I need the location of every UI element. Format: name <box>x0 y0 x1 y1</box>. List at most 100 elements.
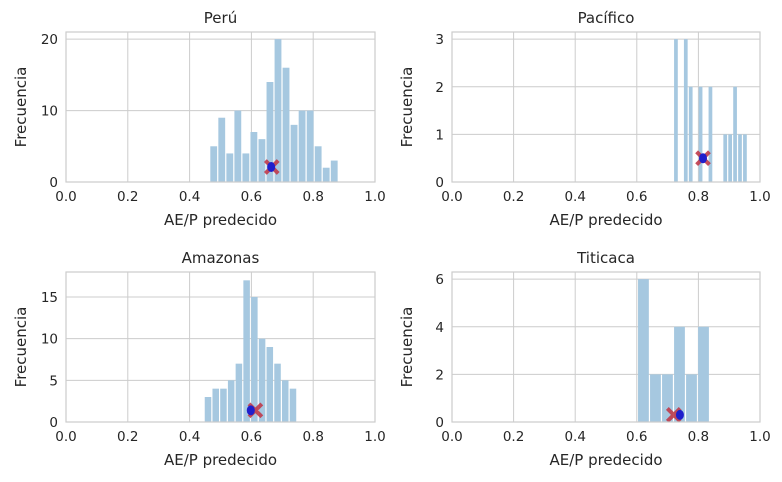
histogram-bar <box>281 380 289 422</box>
histogram-bar <box>220 388 227 422</box>
x-axis-label: AE/P predecido <box>164 211 277 229</box>
histogram-bar <box>662 374 673 422</box>
mean-marker-dot <box>246 405 255 416</box>
histogram-bar <box>250 132 258 182</box>
y-tick-label: 0 <box>435 415 444 431</box>
histogram-bar <box>266 82 274 182</box>
axes-frame <box>451 31 761 183</box>
x-tick-label: 1.0 <box>749 429 770 445</box>
y-tick-label: 0 <box>49 175 58 191</box>
y-tick-label: 3 <box>435 32 444 48</box>
y-axis-label: Frecuencia <box>12 67 30 148</box>
axes-frame <box>451 271 761 423</box>
y-tick-label: 2 <box>435 80 444 96</box>
histogram-bar <box>322 167 330 182</box>
x-tick-label: 0.4 <box>564 429 585 445</box>
histogram-bar <box>674 326 685 422</box>
histogram-bar <box>688 86 693 182</box>
y-tick-label: 10 <box>41 104 58 120</box>
histogram-bar <box>708 86 713 182</box>
histogram-bar <box>266 347 274 422</box>
histogram-bar <box>212 388 219 422</box>
mean-marker-dot <box>675 409 684 420</box>
histogram-bar <box>235 363 243 422</box>
histogram-bar <box>698 326 709 422</box>
y-tick-label: 6 <box>435 272 444 288</box>
mean-marker-dot <box>699 153 708 164</box>
x-tick-label: 0.2 <box>117 189 138 205</box>
chart-panel-1: 0.0 0.2 0.4 0.6 0.8 1.0 0 10 20 Perú AE/P predecid… <box>12 9 386 229</box>
x-tick-label: 0.0 <box>55 429 76 445</box>
chart-panel-3: 0.0 0.2 0.4 0.6 0.8 1.0 0 5 10 15 Amazonas AE/P pre… <box>12 249 386 469</box>
x-tick-label: 0.6 <box>241 429 262 445</box>
histogram-bar <box>234 110 242 182</box>
histogram-bar <box>258 139 266 182</box>
chart-panel-2: 0.0 0.2 0.4 0.6 0.8 1.0 0 1 2 3 Pacífico AE/P prede… <box>398 9 771 229</box>
x-tick-label: 1.0 <box>364 189 385 205</box>
histogram-bar <box>638 279 649 422</box>
y-tick-label: 2 <box>435 367 444 383</box>
histogram-bar <box>274 363 281 422</box>
x-tick-label: 0.2 <box>503 189 524 205</box>
y-tick-label: 4 <box>435 320 444 336</box>
histogram-bar <box>330 160 338 182</box>
x-tick-label: 0.6 <box>626 189 647 205</box>
chart-title: Amazonas <box>182 249 260 267</box>
axes-frame <box>65 31 376 183</box>
chart-title: Perú <box>204 9 237 27</box>
histogram-bar <box>298 110 306 182</box>
y-axis-label: Frecuencia <box>398 67 416 148</box>
x-tick-label: 0.0 <box>55 189 76 205</box>
histogram-bar <box>306 110 314 182</box>
x-tick-label: 0.2 <box>117 429 138 445</box>
chart-title: Pacífico <box>578 9 635 27</box>
histogram-bar <box>743 134 747 182</box>
chart-panel-4: 0.0 0.2 0.4 0.6 0.8 1.0 0 2 4 6 Titicaca AE/P prede… <box>398 249 771 469</box>
x-axis-label: AE/P predecido <box>549 451 662 469</box>
y-tick-label: 1 <box>435 127 444 143</box>
x-tick-label: 0.6 <box>626 429 647 445</box>
histogram-bar <box>226 153 234 182</box>
x-tick-label: 0.6 <box>241 189 262 205</box>
x-tick-label: 0.4 <box>179 429 200 445</box>
histogram-bar <box>674 39 678 183</box>
x-tick-label: 0.8 <box>302 189 323 205</box>
histogram-bar <box>251 297 258 422</box>
histogram-bar <box>728 134 733 182</box>
x-tick-label: 0.4 <box>564 189 585 205</box>
mean-marker-dot <box>267 162 276 172</box>
y-tick-label: 0 <box>435 175 444 191</box>
x-tick-label: 0.8 <box>688 189 709 205</box>
histogram-bar <box>218 117 226 182</box>
y-tick-label: 20 <box>41 32 58 48</box>
histogram-bar <box>289 388 297 422</box>
histogram-bar <box>683 39 688 183</box>
x-tick-label: 0.4 <box>179 189 200 205</box>
histogram-bar <box>686 374 697 422</box>
x-axis-label: AE/P predecido <box>164 451 277 469</box>
y-tick-label: 15 <box>41 290 58 306</box>
histogram-bar <box>210 146 218 182</box>
histogram-bar <box>274 39 282 183</box>
y-tick-label: 0 <box>49 415 58 431</box>
histogram-bar <box>242 153 250 182</box>
histogram-bar <box>227 380 235 422</box>
axes-frame <box>65 271 376 423</box>
x-tick-label: 0.8 <box>688 429 709 445</box>
x-tick-label: 0.0 <box>441 189 462 205</box>
histogram-bar <box>733 86 737 182</box>
x-tick-label: 0.8 <box>302 429 323 445</box>
y-axis-label: Frecuencia <box>398 307 416 388</box>
histogram-bar <box>650 374 661 422</box>
x-tick-label: 0.2 <box>503 429 524 445</box>
y-axis-label: Frecuencia <box>12 307 30 388</box>
histogram-bar <box>204 397 212 422</box>
histogram-bar <box>723 134 728 182</box>
x-tick-label: 0.0 <box>441 429 462 445</box>
histogram-bar <box>282 67 290 182</box>
histogram-bar <box>243 280 250 422</box>
x-tick-label: 1.0 <box>364 429 385 445</box>
y-tick-label: 5 <box>49 373 58 389</box>
histogram-bar <box>738 134 742 182</box>
